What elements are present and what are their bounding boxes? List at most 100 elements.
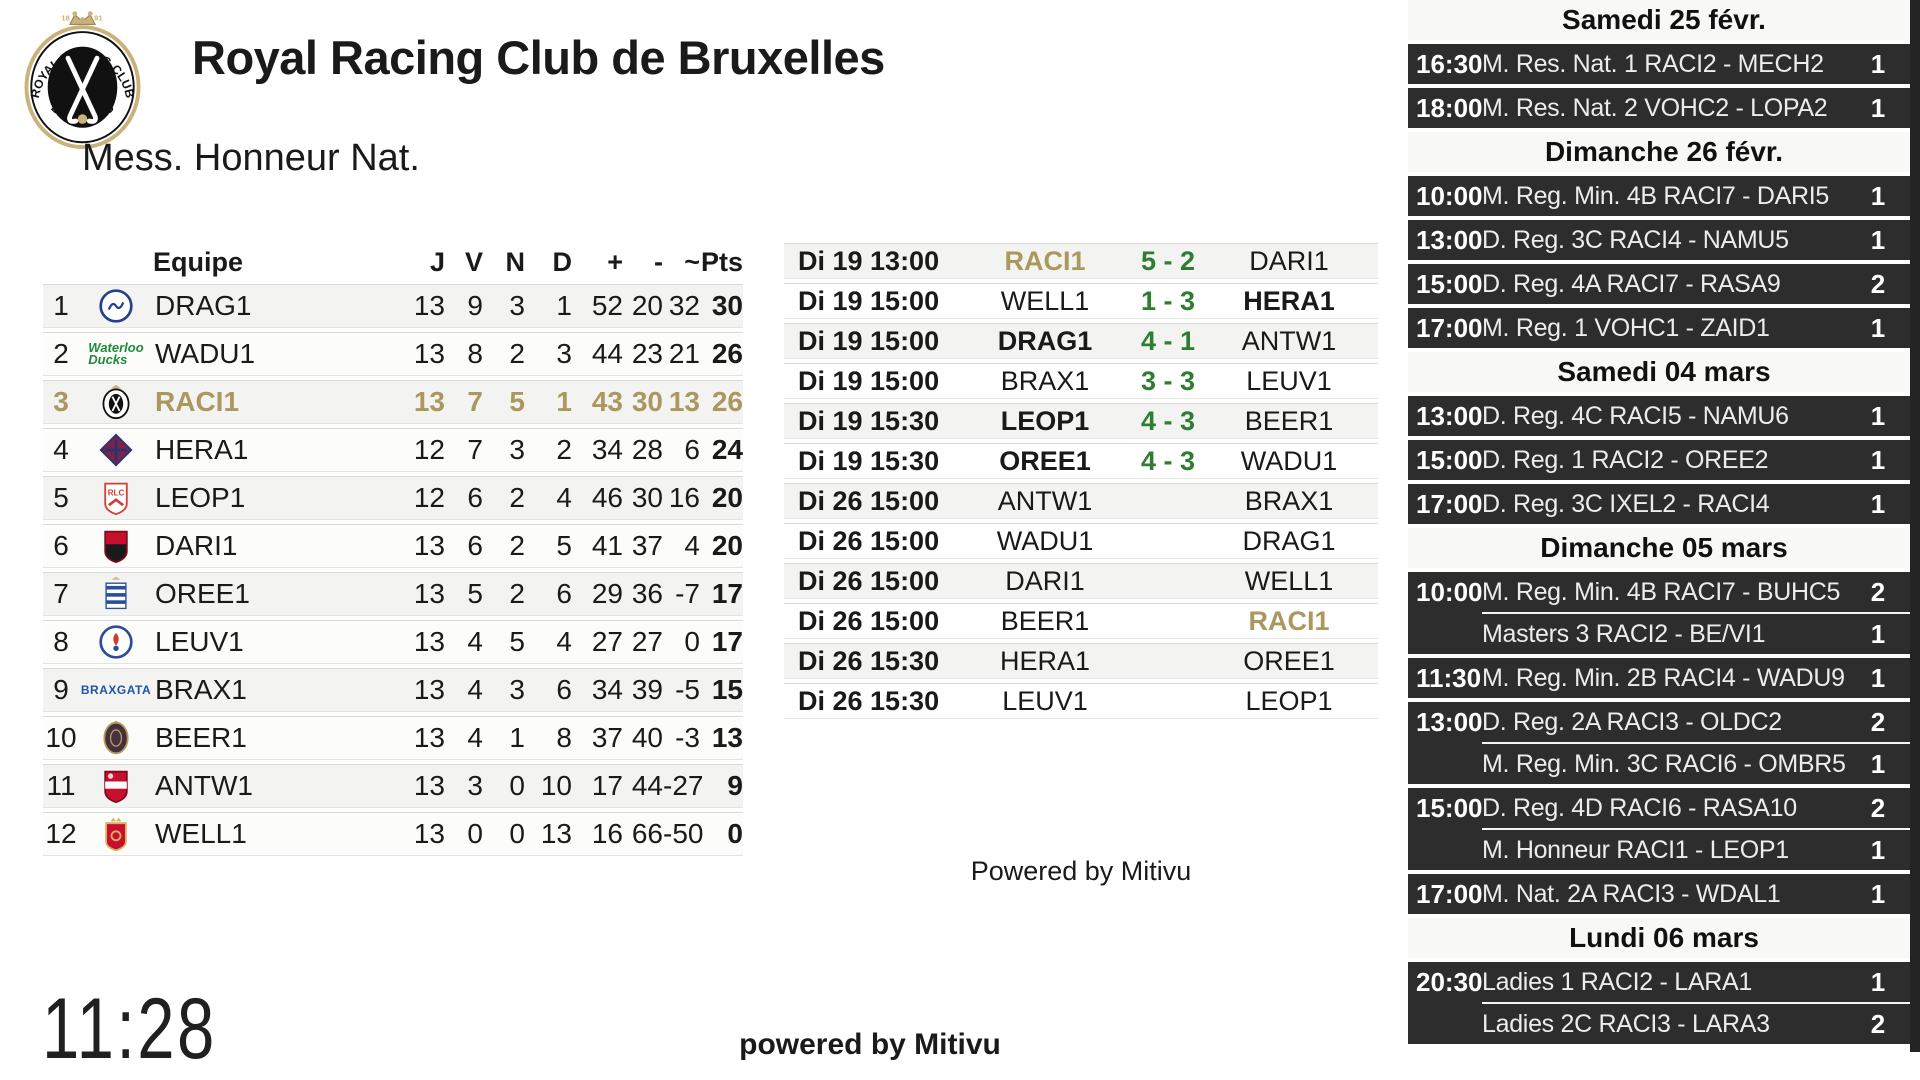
schedule-time: 10:00	[1416, 180, 1483, 211]
away-team: LEOP1	[1245, 685, 1333, 716]
match-datetime: Di 19 15:30	[798, 405, 940, 436]
away-team: DRAG1	[1242, 525, 1336, 556]
match-score: 4 - 1	[1140, 325, 1196, 356]
stat-cell: 0	[509, 770, 525, 801]
stat-cell: 41	[591, 530, 623, 561]
schedule-row: M. Reg. Min. 3C RACI6 - OMBR5 1	[1408, 744, 1920, 784]
schedule-time: 13:00	[1416, 400, 1483, 431]
league-title: Mess. Honneur Nat.	[82, 137, 420, 179]
rank-cell: 10	[45, 722, 77, 753]
stat-cell: 13	[668, 386, 700, 417]
points-cell: 15	[711, 674, 743, 705]
match-datetime: Di 19 13:00	[798, 245, 940, 276]
away-team: HERA1	[1243, 285, 1335, 316]
field-number: 1	[1870, 312, 1886, 343]
stat-cell: 34	[591, 674, 623, 705]
stat-cell: 23	[631, 338, 663, 369]
rank-cell: 4	[53, 434, 69, 465]
stat-cell: 28	[631, 434, 663, 465]
schedule-match-label: D. Reg. 3C RACI4 - NAMU5	[1482, 225, 1789, 254]
stat-cell: 6	[467, 530, 483, 561]
stat-cell: 3	[509, 290, 525, 321]
away-team: RACI1	[1248, 605, 1330, 636]
antwerp-shield-icon	[79, 765, 153, 807]
stat-cell: 5	[467, 578, 483, 609]
stat-cell: 13	[413, 674, 445, 705]
group-divider	[1482, 1002, 1920, 1004]
stat-cell: 3	[556, 338, 572, 369]
stat-cell: -50	[663, 818, 704, 849]
team-name-cell: WELL1	[155, 818, 247, 849]
schedule-time-group: 20:30 Ladies 1 RACI2 - LARA1 1 Ladies 2C RA…	[1408, 962, 1920, 1044]
away-team: WADU1	[1240, 445, 1338, 476]
points-cell: 30	[711, 290, 743, 321]
column-header-equipe: Equipe	[153, 246, 244, 277]
stat-cell: 4	[467, 674, 483, 705]
schedule-match-label: D. Reg. 1 RACI2 - OREE2	[1482, 445, 1769, 474]
stat-cell: 3	[509, 674, 525, 705]
schedule-time-group: 13:00 D. Reg. 2A RACI3 - OLDC2 2 M. Reg. Mi…	[1408, 702, 1920, 784]
stat-cell: 20	[631, 290, 663, 321]
points-cell: 17	[711, 626, 743, 657]
schedule-time: 15:00	[1416, 268, 1483, 299]
stat-cell: 13	[413, 626, 445, 657]
table-row: 10 BEER1 13 4 1 8 37 40 -3 13	[43, 716, 743, 760]
stat-cell: 17	[591, 770, 623, 801]
field-number: 1	[1870, 400, 1886, 431]
leuven-circle-icon	[79, 621, 153, 663]
schedule-date-header: Dimanche 26 févr.	[1408, 132, 1920, 172]
schedule-time-group: 10:00 M. Reg. Min. 4B RACI7 - BUHC5 2 Maste…	[1408, 572, 1920, 654]
team-name-cell: DARI1	[155, 530, 238, 561]
field-number: 1	[1870, 488, 1886, 519]
team-name-cell: RACI1	[155, 386, 240, 417]
schedule-time: 17:00	[1416, 878, 1483, 909]
schedule-date-header: Samedi 04 mars	[1408, 352, 1920, 392]
schedule-match-label: M. Reg. Min. 3C RACI6 - OMBR5	[1482, 749, 1846, 778]
schedule-match-label: Masters 3 RACI2 - BE/VI1	[1482, 619, 1766, 648]
team-name-cell: WADU1	[155, 338, 256, 369]
points-cell: 9	[727, 770, 743, 801]
schedule-match-label: M. Reg. Min. 4B RACI7 - DARI5	[1482, 181, 1829, 210]
schedule-time-group: 17:00 M. Nat. 2A RACI3 - WDAL1 1	[1408, 874, 1920, 914]
scrollbar-strip	[1910, 0, 1920, 1052]
stat-cell: 13	[540, 818, 572, 849]
schedule-time-group: 15:00 D. Reg. 4A RACI7 - RASA9 2	[1408, 264, 1920, 304]
field-number: 1	[1870, 966, 1886, 997]
team-name-cell: DRAG1	[155, 290, 252, 321]
clock: 11:28	[42, 981, 217, 1077]
match-row: Di 26 15:00 WADU1 DRAG1	[784, 523, 1378, 559]
match-score: 3 - 3	[1140, 365, 1196, 396]
schedule-row: M. Honneur RACI1 - LEOP1 1	[1408, 830, 1920, 870]
schedule-time-group: 17:00 D. Reg. 3C IXEL2 - RACI4 1	[1408, 484, 1920, 524]
beerschot-oval-icon	[79, 717, 153, 759]
field-number: 1	[1870, 834, 1886, 865]
stat-cell: 6	[467, 482, 483, 513]
match-datetime: Di 26 15:00	[798, 485, 940, 516]
stat-cell: 5	[509, 386, 525, 417]
stat-cell: 3	[509, 434, 525, 465]
schedule-match-label: M. Reg. Min. 2B RACI4 - WADU9	[1482, 663, 1845, 692]
schedule-row: 13:00 D. Reg. 2A RACI3 - OLDC2 2	[1408, 702, 1920, 742]
schedule-match-label: D. Reg. 4C RACI5 - NAMU6	[1482, 401, 1789, 430]
schedule-time-group: 15:00 D. Reg. 4D RACI6 - RASA10 2 M. Honneu…	[1408, 788, 1920, 870]
stat-cell: 1	[509, 722, 525, 753]
field-number: 1	[1870, 224, 1886, 255]
stat-cell: 2	[556, 434, 572, 465]
schedule-time-group: 17:00 M. Reg. 1 VOHC1 - ZAID1 1	[1408, 308, 1920, 348]
stat-cell: 2	[509, 578, 525, 609]
stat-cell: 66	[631, 818, 663, 849]
braxgata-wordmark-icon: BRAXGATA	[80, 682, 152, 697]
schedule-date-header: Dimanche 05 mars	[1408, 528, 1920, 568]
schedule-row: 16:30 M. Res. Nat. 1 RACI2 - MECH2 1	[1408, 44, 1920, 84]
stat-cell: 2	[509, 530, 525, 561]
svg-text:91: 91	[94, 13, 103, 22]
stat-cell: 34	[591, 434, 623, 465]
stat-cell: 12	[413, 434, 445, 465]
schedule-time-group: 11:30 M. Reg. Min. 2B RACI4 - WADU9 1	[1408, 658, 1920, 698]
away-team: LEUV1	[1246, 365, 1332, 396]
stat-cell: 2	[509, 338, 525, 369]
stat-cell: 37	[591, 722, 623, 753]
points-cell: 0	[727, 818, 743, 849]
home-team: DRAG1	[997, 325, 1093, 356]
stat-cell: 32	[668, 290, 700, 321]
